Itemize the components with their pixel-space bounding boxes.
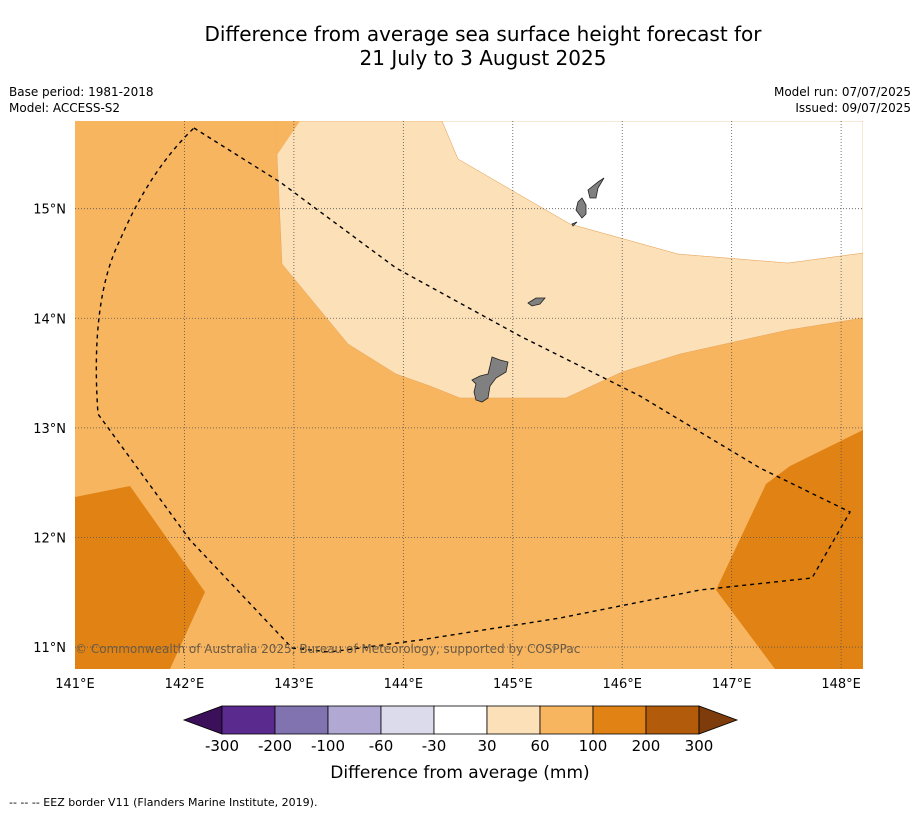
issued-date: Issued: 09/07/2025 bbox=[795, 101, 911, 115]
lat-tick-label: 11°N bbox=[33, 641, 66, 656]
aguijan-island bbox=[571, 221, 578, 227]
title-line-2: 21 July to 3 August 2025 bbox=[359, 46, 607, 70]
lon-tick-label: 144°E bbox=[384, 677, 424, 692]
colorbar-cell bbox=[539, 705, 594, 735]
tinian-island bbox=[575, 197, 587, 219]
eez-footnote: -- -- -- EEZ border V11 (Flanders Marine… bbox=[9, 796, 318, 809]
guam-island bbox=[471, 356, 509, 403]
lon-tick-label: 142°E bbox=[165, 677, 205, 692]
rota-island bbox=[527, 297, 546, 307]
meta-right: Model run: 07/07/2025 Issued: 09/07/2025 bbox=[774, 84, 911, 116]
lon-tick-label: 147°E bbox=[712, 677, 752, 692]
lat-tick-label: 13°N bbox=[33, 422, 66, 437]
lat-tick-label: 14°N bbox=[33, 312, 66, 327]
colorbar-cell bbox=[327, 705, 382, 735]
model-run: Model run: 07/07/2025 bbox=[773, 85, 911, 99]
colorbar-tick-label: -100 bbox=[311, 737, 345, 755]
eez-border bbox=[95, 127, 851, 653]
colorbar-tick-label: 100 bbox=[579, 737, 608, 755]
colorbar-cell bbox=[592, 705, 647, 735]
band-100-200-sw bbox=[75, 486, 205, 669]
colorbar-cell bbox=[274, 705, 329, 735]
colorbar-tick-label: 60 bbox=[530, 737, 549, 755]
copyright-text: © Commonwealth of Australia 2025, Bureau… bbox=[75, 642, 580, 656]
colorbar-cell bbox=[433, 705, 488, 735]
chart-title: Difference from average sea surface heig… bbox=[0, 22, 919, 70]
lat-tick-label: 15°N bbox=[33, 203, 66, 218]
lon-tick-label: 145°E bbox=[493, 677, 533, 692]
colorbar-cell bbox=[486, 705, 541, 735]
lon-tick-label: 148°E bbox=[821, 677, 861, 692]
grid-lines bbox=[75, 121, 863, 669]
colorbar-cell bbox=[645, 705, 700, 735]
colorbar-tick-label: -30 bbox=[422, 737, 447, 755]
colorbar-cell bbox=[380, 705, 435, 735]
base-period: Base period: 1981-2018 bbox=[9, 85, 154, 99]
lon-tick-label: 143°E bbox=[274, 677, 314, 692]
title-line-1: Difference from average sea surface heig… bbox=[204, 22, 762, 46]
model-name: Model: ACCESS-S2 bbox=[9, 101, 121, 115]
colorbar-tick-label: -200 bbox=[258, 737, 292, 755]
lat-tick-label: 12°N bbox=[33, 531, 66, 546]
colorbar-tick-label: -60 bbox=[369, 737, 394, 755]
colorbar-label: Difference from average (mm) bbox=[330, 763, 589, 783]
saipan-island bbox=[587, 177, 605, 199]
band-100-200-se bbox=[716, 430, 863, 669]
colorbar-extend-low bbox=[182, 705, 223, 735]
lon-tick-labels: 141°E 142°E 143°E 144°E 145°E 146°E 147°E 148°E bbox=[55, 677, 861, 692]
colorbar: -300 -200 -100 -60 -30 30 60 100 200 300 Differen… bbox=[182, 705, 739, 783]
contour-layer: © Commonwealth of Australia 2025, Bureau… bbox=[75, 121, 863, 669]
band-neutral bbox=[441, 121, 863, 264]
meta-left: Base period: 1981-2018 Model: ACCESS-S2 bbox=[9, 84, 154, 116]
lon-tick-label: 141°E bbox=[55, 677, 95, 692]
colorbar-tick-label: 30 bbox=[477, 737, 496, 755]
colorbar-tick-label: 200 bbox=[632, 737, 661, 755]
colorbar-cell bbox=[221, 705, 276, 735]
colorbar-tick-label: -300 bbox=[205, 737, 239, 755]
colorbar-tick-label: 300 bbox=[685, 737, 714, 755]
colorbar-extend-high bbox=[698, 705, 739, 735]
lon-tick-label: 146°E bbox=[602, 677, 642, 692]
lat-tick-labels: 15°N 14°N 13°N 12°N 11°N bbox=[33, 203, 66, 656]
